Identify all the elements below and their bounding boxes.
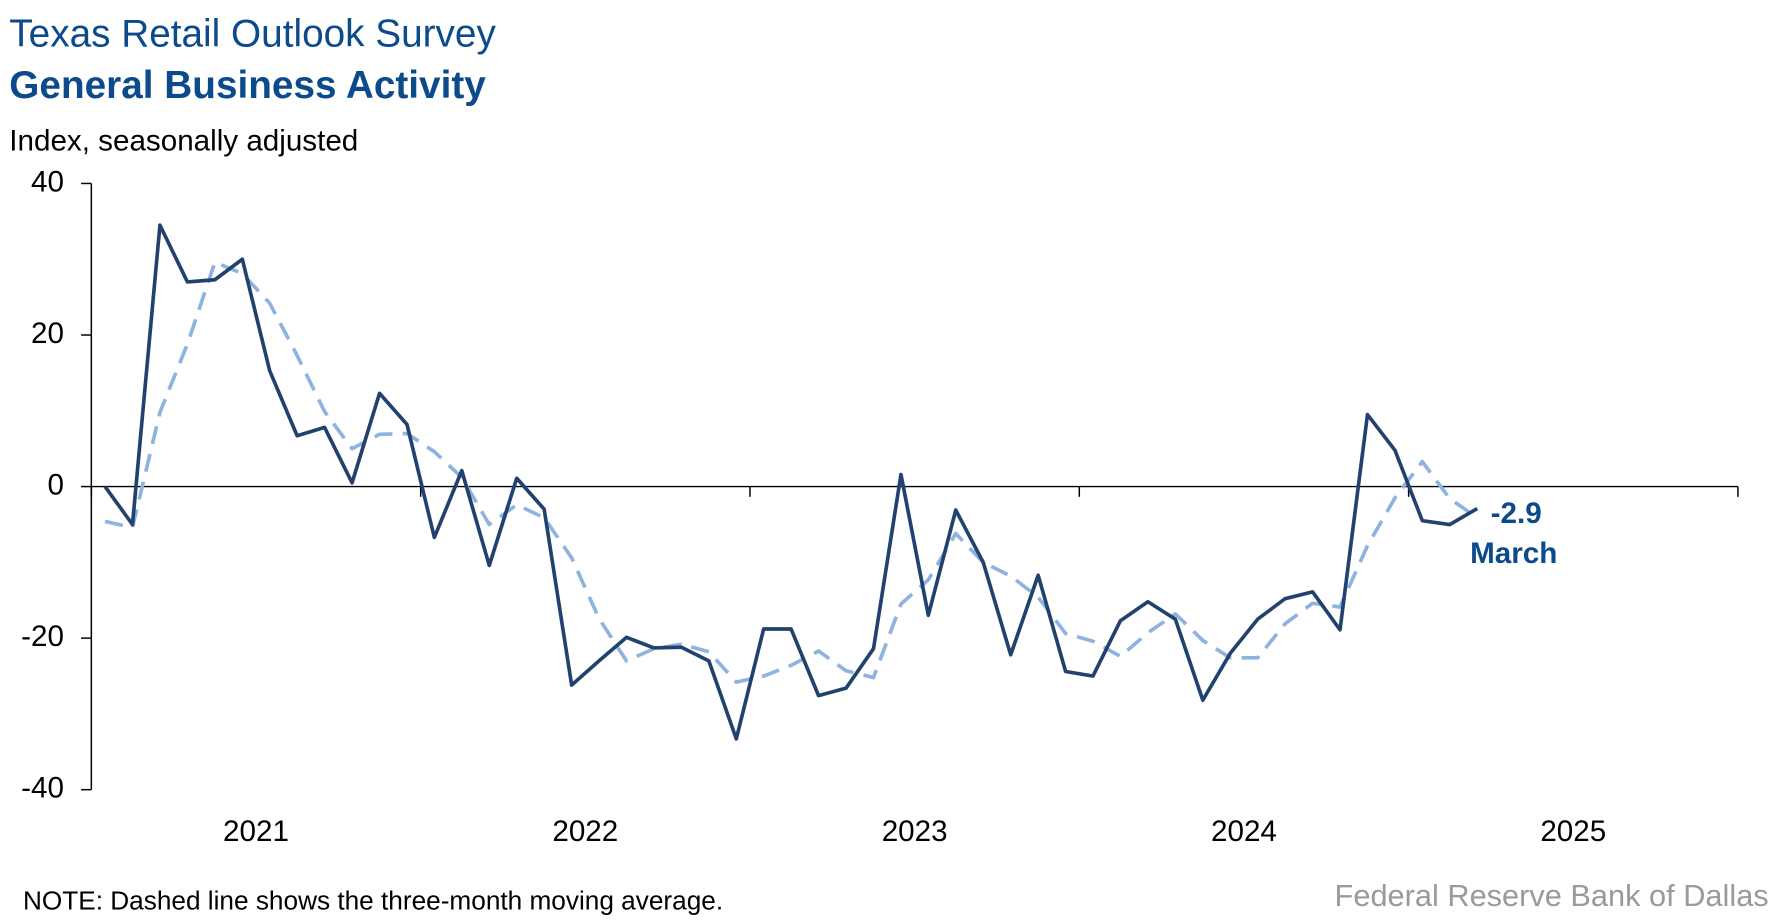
y-tick-label: 0 bbox=[48, 468, 64, 501]
y-tick-label: -40 bbox=[21, 772, 64, 805]
chart-title: Texas Retail Outlook Survey bbox=[9, 13, 496, 56]
y-tick-label: 20 bbox=[31, 317, 64, 350]
chart-subtitle: General Business Activity bbox=[9, 64, 486, 107]
x-tick-label: 2025 bbox=[1540, 815, 1606, 848]
y-tick-label: 40 bbox=[31, 165, 64, 198]
note: NOTE: Dashed line shows the three-month … bbox=[23, 885, 723, 915]
x-tick-label: 2023 bbox=[882, 815, 948, 848]
moving-average-line bbox=[104, 260, 1479, 684]
x-tick-label: 2021 bbox=[223, 815, 289, 848]
y-axis-label: Index, seasonally adjusted bbox=[9, 124, 358, 157]
index-line bbox=[103, 223, 1479, 741]
annotation: March bbox=[1470, 537, 1557, 570]
x-tick-label: 2024 bbox=[1211, 815, 1277, 848]
value-label: -2.9 bbox=[1491, 497, 1542, 530]
y-tick-label: -20 bbox=[21, 620, 64, 653]
source: Federal Reserve Bank of Dallas bbox=[1335, 878, 1769, 913]
x-tick-label: 2022 bbox=[552, 815, 618, 848]
